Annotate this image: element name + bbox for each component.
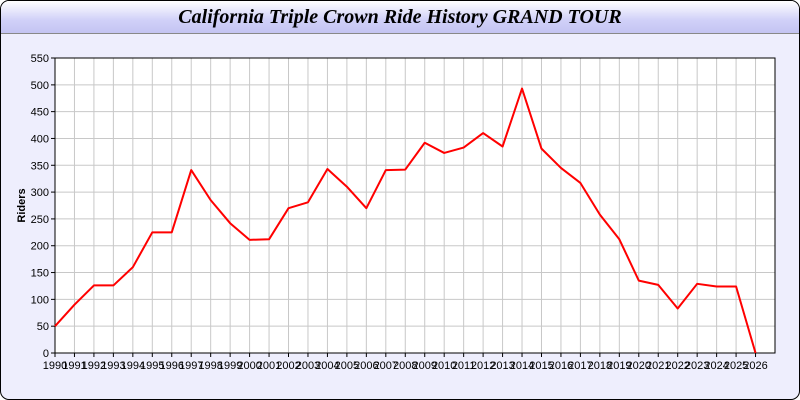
chart-title: California Triple Crown Ride History GRA… [178,6,622,28]
x-tick-label: 2026 [743,360,767,372]
x-tick-label: 2005 [335,360,359,372]
x-tick-label: 2008 [393,360,417,372]
x-tick-label: 2001 [257,360,281,372]
y-axis-label: Riders [16,188,28,222]
y-tick-label: 0 [43,348,49,360]
y-tick-label: 500 [31,80,49,92]
y-tick-label: 100 [31,294,49,306]
x-tick-label: 2003 [296,360,320,372]
x-tick-label: 2007 [374,360,398,372]
x-tick-label: 2017 [568,360,592,372]
x-tick-label: 2021 [646,360,670,372]
x-tick-label: 1991 [62,360,86,372]
x-tick-label: 2016 [549,360,573,372]
x-tick-label: 1995 [140,360,164,372]
plot-border [54,57,776,354]
y-tick-label: 450 [31,107,49,119]
title-bar: California Triple Crown Ride History GRA… [1,1,799,34]
x-tick-label: 2025 [724,360,748,372]
x-tick-label: 2006 [354,360,378,372]
x-tick-label: 2014 [510,360,534,372]
plot-area [55,58,775,353]
x-tick-label: 1998 [198,360,222,372]
x-tick-label: 1997 [179,360,203,372]
x-tick-label: 1996 [160,360,184,372]
x-tick-label: 2023 [685,360,709,372]
x-tick-label: 2015 [529,360,553,372]
y-tick-label: 50 [37,321,49,333]
x-tick-label: 2020 [627,360,651,372]
x-tick-label: 2022 [665,360,689,372]
x-tick-label: 2004 [315,360,339,372]
y-tick-label: 550 [31,53,49,65]
x-tick-label: 1999 [218,360,242,372]
y-tick-label: 350 [31,160,49,172]
y-tick-label: 150 [31,268,49,280]
x-tick-label: 2019 [607,360,631,372]
y-tick-label: 250 [31,214,49,226]
x-tick-label: 2000 [237,360,261,372]
x-tick-label: 2010 [432,360,456,372]
x-tick-label: 2011 [452,360,476,372]
x-tick-label: 2009 [412,360,436,372]
y-tick-label: 400 [31,133,49,145]
y-tick-label: 300 [31,187,49,199]
x-tick-label: 1990 [43,360,67,372]
x-tick-label: 2018 [588,360,612,372]
x-tick-label: 2012 [471,360,495,372]
x-tick-label: 2013 [490,360,514,372]
x-tick-label: 1994 [121,360,145,372]
x-tick-label: 1993 [101,360,125,372]
x-tick-label: 2002 [276,360,300,372]
x-tick-label: 1992 [82,360,106,372]
x-tick-label: 2024 [704,360,728,372]
y-tick-label: 200 [31,241,49,253]
